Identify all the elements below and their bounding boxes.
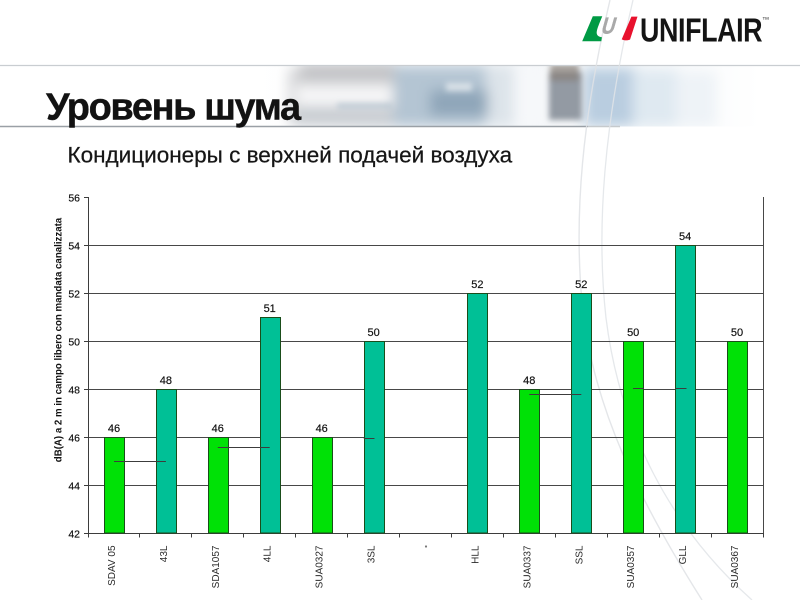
svg-text:UNIFLAIR: UNIFLAIR (640, 13, 763, 49)
svg-text:SUA0357: SUA0357 (626, 545, 637, 588)
svg-text:dB(A) a 2 m in campo libero co: dB(A) a 2 m in campo libero con mandata … (54, 217, 65, 462)
svg-text:42: 42 (68, 528, 80, 540)
svg-text:46: 46 (316, 423, 328, 435)
svg-text:52: 52 (68, 288, 80, 300)
svg-text:SUA0337: SUA0337 (522, 545, 533, 588)
svg-text:SSL: SSL (574, 545, 585, 564)
svg-text:56: 56 (68, 192, 80, 204)
svg-text:Кондиционеры с верхней подачей: Кондиционеры с верхней подачей воздуха (68, 143, 513, 168)
svg-text:52: 52 (575, 279, 587, 291)
svg-text:SDAV 05: SDAV 05 (107, 545, 118, 586)
svg-text:46: 46 (212, 423, 224, 435)
svg-text:SUA0327: SUA0327 (315, 545, 326, 588)
svg-text:HLL: HLL (470, 545, 481, 564)
svg-text:43L: 43L (159, 545, 170, 562)
svg-text:54: 54 (679, 231, 691, 243)
svg-text:3SL: 3SL (367, 545, 378, 563)
svg-text:GLL: GLL (678, 545, 689, 564)
svg-text:46: 46 (108, 423, 120, 435)
svg-text:51: 51 (264, 303, 276, 315)
svg-text:SUA0367: SUA0367 (730, 545, 741, 588)
svg-text:™: ™ (762, 15, 770, 24)
svg-text:50: 50 (627, 327, 639, 339)
svg-text:48: 48 (68, 384, 80, 396)
svg-text:52: 52 (471, 279, 483, 291)
svg-text:SDA1057: SDA1057 (211, 545, 222, 588)
svg-text:44: 44 (68, 480, 80, 492)
svg-text:50: 50 (68, 336, 80, 348)
svg-text:50: 50 (731, 327, 743, 339)
svg-text:50: 50 (367, 327, 379, 339)
svg-text:48: 48 (160, 375, 172, 387)
svg-text:54: 54 (68, 240, 80, 252)
svg-text:46: 46 (68, 432, 80, 444)
svg-text:Уровень шума: Уровень шума (46, 87, 302, 129)
svg-text:48: 48 (523, 375, 535, 387)
svg-text:4LL: 4LL (263, 545, 274, 562)
